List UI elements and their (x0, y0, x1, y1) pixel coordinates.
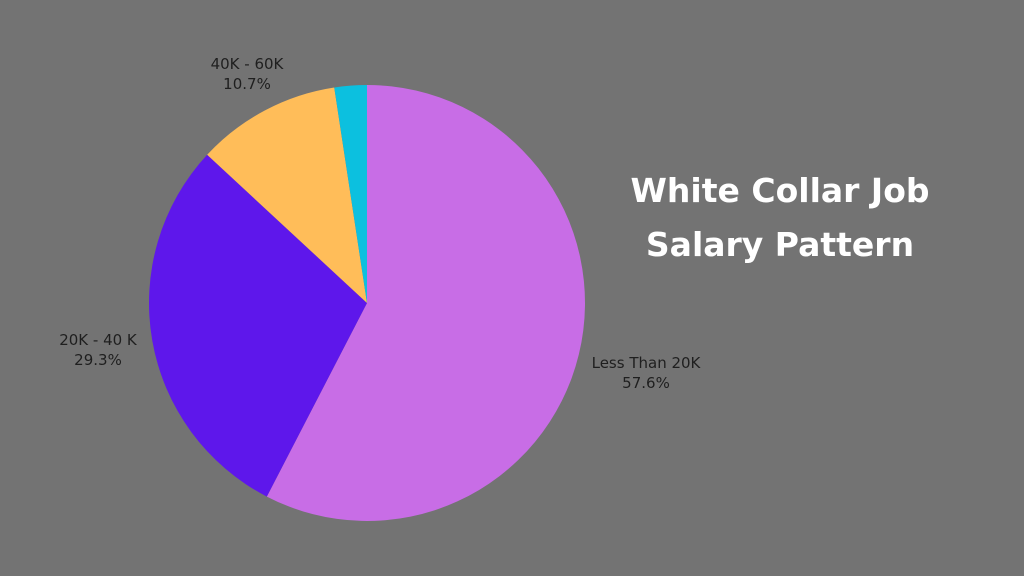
slice-value-0: 57.6% (622, 374, 670, 392)
slice-label-2: 40K - 60K (211, 55, 285, 73)
pie-slice-0 (266, 85, 586, 522)
chart-title-line-1: White Collar Job (630, 171, 930, 210)
chart-title: White Collar Job Salary Pattern (590, 164, 970, 272)
slice-label-0: Less Than 20K (592, 354, 702, 372)
slice-label-1: 20K - 40 K (59, 331, 138, 349)
pie-slice-1 (148, 154, 367, 497)
pie-slice-3 (334, 85, 367, 303)
slice-value-2: 10.7% (223, 75, 271, 93)
pie-slice-2 (207, 87, 367, 303)
slice-value-1: 29.3% (74, 351, 122, 369)
chart-title-line-2: Salary Pattern (645, 225, 915, 264)
